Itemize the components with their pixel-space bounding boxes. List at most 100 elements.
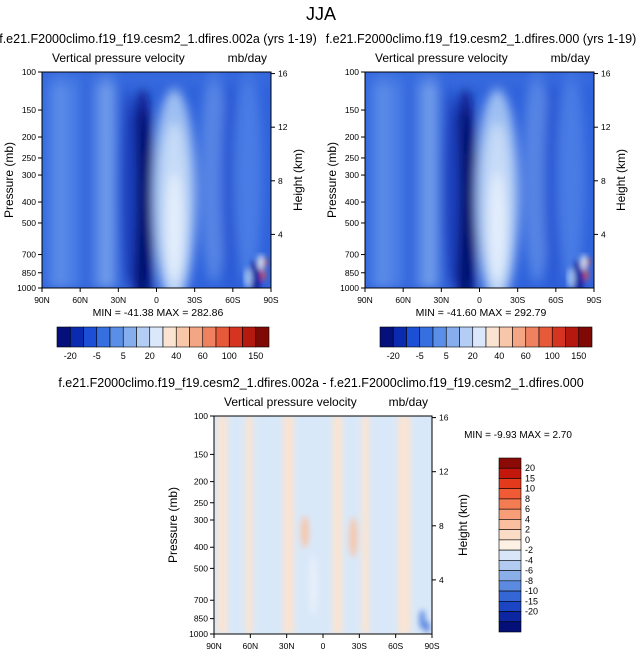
colorbar-box — [445, 326, 460, 348]
y-tick-label: 850 — [22, 268, 36, 278]
colorbar-box — [485, 326, 500, 348]
y-tick-label: 400 — [194, 542, 208, 552]
x-tick-label: 90N — [34, 295, 50, 305]
colorbar-box — [379, 326, 394, 348]
field-layer-smooth — [217, 416, 430, 634]
x-tick-label: 60S — [388, 641, 403, 651]
x-tick-label: 90N — [206, 641, 222, 651]
chart-title-1: f.e21.F2000climo.f19_f19.cesm2_1.dfires.… — [0, 32, 317, 46]
field-surface-subsidence — [244, 268, 253, 288]
y-tick-label: 100 — [22, 67, 36, 77]
field-positive-spot — [349, 517, 358, 558]
colorbar-label: 60 — [521, 351, 531, 361]
colorbar-box — [498, 611, 522, 623]
y-axis-right-label-2: Height (km) — [614, 149, 628, 211]
y-axis-label-3: Pressure (mb) — [166, 487, 180, 563]
colorbar-box — [498, 508, 522, 520]
field-positive-band — [283, 416, 294, 634]
field-layer-detail — [244, 254, 268, 288]
field-south-band — [200, 72, 228, 284]
field-negative-spot — [419, 609, 426, 630]
colorbar-1: -20 -5 5 20 40 60 100 150 — [56, 326, 270, 361]
y-tick-label: 1000 — [189, 629, 208, 639]
colorbar-label: 150 — [571, 351, 586, 361]
field-surface-spot — [257, 254, 264, 271]
colorbar-label: 100 — [222, 351, 237, 361]
y-tick-label: 300 — [194, 515, 208, 525]
y-tick-label: 300 — [345, 170, 359, 180]
x-tick-label: 0 — [154, 295, 159, 305]
colorbar-box — [498, 467, 522, 479]
x-tick-label: 60N — [72, 295, 88, 305]
colorbar-label: 5 — [444, 351, 449, 361]
y-tick-label: 250 — [194, 498, 208, 508]
x-tick-label: 90S — [263, 295, 278, 305]
colorbar-label: -20 — [64, 351, 77, 361]
colorbar-box — [538, 326, 553, 348]
colorbar-box — [432, 326, 447, 348]
colorbar-box — [498, 326, 513, 348]
colorbar-label: 0 — [525, 535, 530, 545]
colorbar-box — [498, 590, 522, 602]
colorbar-label: -5 — [416, 351, 424, 361]
field-band — [92, 72, 104, 288]
y-right-tick-label: 4 — [601, 229, 606, 239]
colorbar-label: -20 — [525, 607, 538, 617]
x-tick-label: 60N — [243, 641, 259, 651]
field-negative-spot-2 — [425, 621, 430, 634]
colorbar-box — [392, 326, 407, 348]
colorbar-box — [122, 326, 137, 348]
y-tick-label: 700 — [194, 595, 208, 605]
field-layer-smooth — [42, 72, 271, 288]
x-tick-label: 90S — [424, 641, 439, 651]
colorbar-box — [498, 519, 522, 530]
colorbar-label: 4 — [525, 514, 530, 524]
colorbar-box — [189, 326, 204, 348]
x-tick-label: 30S — [510, 295, 525, 305]
colorbar-box — [498, 478, 522, 490]
colorbar-box — [109, 326, 124, 348]
colorbar-box — [498, 529, 522, 541]
field-band — [67, 72, 81, 288]
colorbar-label: -2 — [525, 545, 533, 555]
colorbar-label: -20 — [387, 351, 400, 361]
chart-subtitle-right-3: mb/day — [389, 395, 428, 409]
y-tick-label: 150 — [345, 105, 359, 115]
colorbar-label: -8 — [525, 576, 533, 586]
colorbar-box — [498, 539, 522, 551]
y-right-tick-label: 8 — [601, 176, 606, 186]
colorbar-box — [498, 498, 522, 510]
y-tick-label: 400 — [345, 197, 359, 207]
x-tick-label: 30N — [434, 295, 450, 305]
field-band — [403, 72, 416, 288]
colorbar-box — [175, 326, 190, 348]
colorbar-box — [512, 326, 527, 348]
field-core-ascent-inner — [134, 109, 151, 288]
y-tick-label: 1000 — [340, 283, 359, 293]
field-positive-band — [398, 416, 411, 634]
field-neutral-band — [309, 555, 318, 616]
colorbar-box — [69, 326, 84, 348]
field-subsidence-core — [489, 172, 506, 281]
colorbar-box — [472, 326, 487, 348]
field-south-pole — [557, 72, 585, 284]
y-tick-label: 200 — [22, 132, 36, 142]
colorbar-label: -6 — [525, 566, 533, 576]
field-ascent-flank — [120, 92, 137, 287]
y-right-tick-label: 16 — [601, 69, 611, 79]
colorbar-box — [565, 326, 580, 348]
x-tick-label: 30N — [279, 641, 295, 651]
colorbar-box — [255, 326, 270, 348]
colorbar-box — [498, 457, 522, 469]
y-tick-label: 700 — [345, 250, 359, 260]
colorbar-box — [215, 326, 230, 348]
colorbar-box — [162, 326, 177, 348]
x-tick-label: 30S — [352, 641, 367, 651]
chart-subtitle-left-2: Vertical pressure velocity — [375, 51, 508, 65]
y-tick-label: 300 — [22, 170, 36, 180]
colorbar-label: -10 — [525, 586, 538, 596]
y-tick-label: 250 — [22, 153, 36, 163]
page-title: JJA — [306, 4, 336, 24]
colorbar-label: 15 — [525, 473, 535, 483]
x-tick-label: 90N — [357, 295, 373, 305]
